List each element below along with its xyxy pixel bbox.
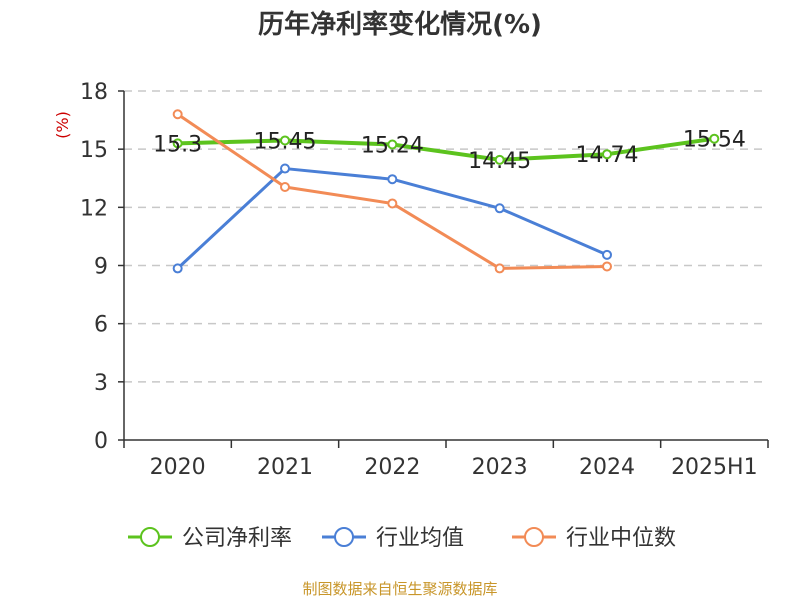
data-point	[602, 249, 612, 260]
x-tick-label: 2021	[257, 455, 313, 480]
x-tick-label: 2025H1	[671, 455, 758, 480]
x-tick-label: 2023	[472, 455, 528, 480]
y-tick-label: 15	[80, 138, 108, 163]
data-label: 15.45	[254, 129, 317, 154]
y-tick-label: 0	[94, 429, 108, 454]
data-label: 15.3	[153, 132, 202, 157]
legend-item[interactable]: 行业均值	[322, 526, 464, 551]
data-label: 15.54	[683, 128, 746, 153]
data-point	[387, 174, 398, 185]
legend-marker-icon	[524, 527, 544, 547]
data-label: 14.74	[576, 143, 639, 168]
x-tick-label: 2022	[364, 455, 420, 480]
y-tick-label: 3	[94, 371, 108, 396]
legend-marker-icon	[140, 527, 160, 547]
data-label: 14.45	[468, 149, 531, 174]
source-note: 制图数据来自恒生聚源数据库	[302, 580, 497, 598]
data-point	[172, 109, 183, 120]
legend: 公司净利率 行业均值 行业中位数	[128, 526, 676, 551]
data-point	[280, 163, 290, 174]
y-tick-label: 12	[80, 196, 108, 221]
data-point	[602, 149, 612, 160]
data-point	[709, 133, 720, 144]
data-label: 15.24	[361, 134, 424, 159]
data-labels: 15.3 15.45 15.24 14.45 14.74 15.54	[153, 128, 746, 174]
legend-label: 行业均值	[376, 526, 464, 551]
series-line	[177, 136, 715, 162]
data-point	[494, 154, 505, 165]
legend-item[interactable]: 公司净利率	[128, 526, 292, 551]
legend-item[interactable]: 行业中位数	[512, 526, 676, 551]
grid	[124, 90, 768, 383]
data-point	[494, 263, 505, 274]
y-tick-label: 6	[94, 313, 108, 338]
y-tick-label: 18	[80, 80, 108, 105]
data-point	[172, 138, 183, 149]
y-tick-label: 9	[94, 255, 108, 280]
chart-title: 历年净利率变化情况(%)	[258, 9, 542, 40]
legend-marker-icon	[334, 527, 354, 547]
x-tick-label: 2024	[579, 455, 635, 480]
data-point	[494, 203, 505, 214]
axes: 0 3 6 9 12 15 18 2020 2021 2022 2023 2024 2025H1	[80, 80, 769, 480]
x-tick-label: 2020	[150, 455, 206, 480]
series	[172, 109, 720, 274]
y-axis-unit: (%)	[53, 111, 72, 139]
data-point	[602, 261, 612, 272]
data-point	[387, 139, 398, 150]
data-point	[172, 263, 183, 274]
legend-label: 公司净利率	[182, 526, 292, 551]
data-point	[280, 135, 290, 146]
data-point	[280, 181, 290, 192]
data-point	[387, 198, 398, 209]
legend-label: 行业中位数	[566, 526, 676, 551]
